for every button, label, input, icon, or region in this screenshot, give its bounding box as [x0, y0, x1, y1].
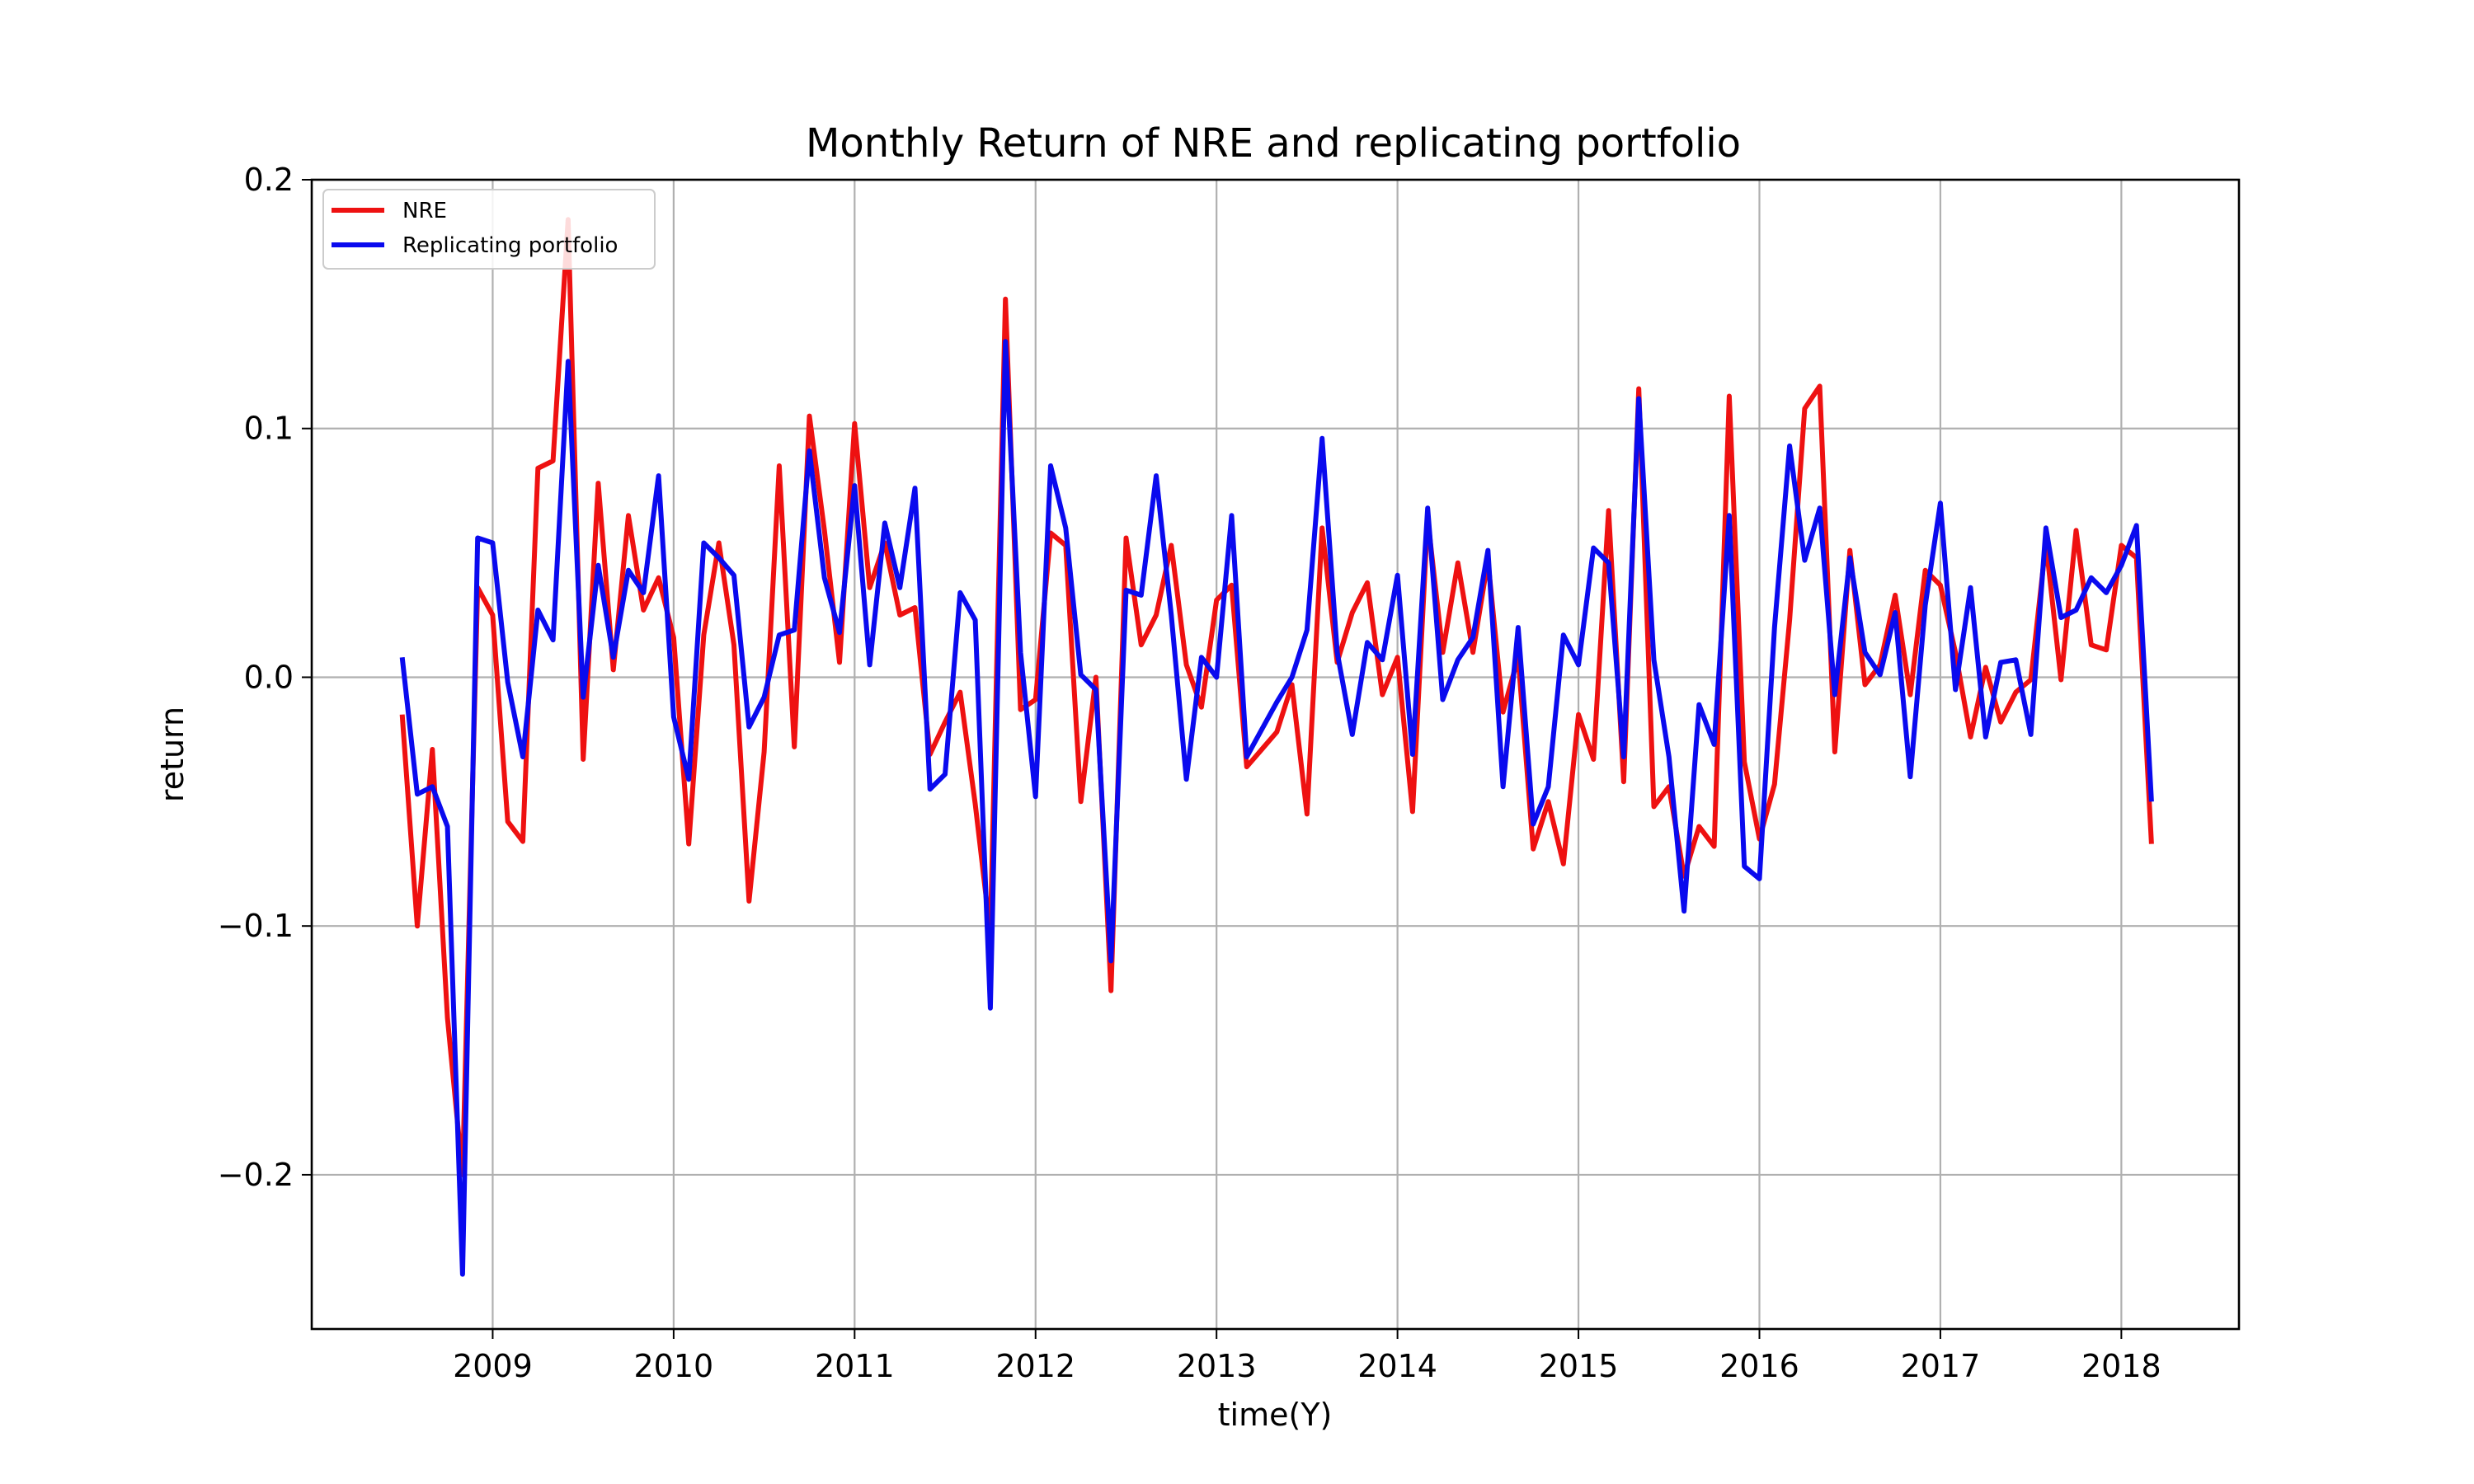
- x-tick-label: 2017: [1901, 1348, 1981, 1384]
- legend: NRE Replicating portfolio: [322, 189, 656, 270]
- y-tick-label: 0.0: [244, 659, 294, 695]
- plot-frame: [310, 178, 2241, 1331]
- y-axis-label: return: [154, 707, 190, 802]
- series-line-replicating-portfolio: [399, 339, 2154, 1277]
- x-tick-label: 2009: [453, 1348, 533, 1384]
- x-tick-label: 2014: [1357, 1348, 1437, 1384]
- x-tick-label: 2012: [995, 1348, 1075, 1384]
- y-tick-label: 0.2: [244, 162, 294, 198]
- x-tick-label: 2016: [1719, 1348, 1799, 1384]
- legend-label-replicating: Replicating portfolio: [402, 233, 618, 258]
- x-tick-label: 2011: [815, 1348, 895, 1384]
- y-tick-label: −0.1: [218, 908, 294, 944]
- legend-box: [322, 189, 656, 270]
- x-tick-label: 2010: [634, 1348, 714, 1384]
- series-layer: [399, 217, 2154, 1277]
- x-tick-label: 2015: [1539, 1348, 1619, 1384]
- y-tick-label: 0.1: [244, 411, 294, 447]
- x-tick-label: 2018: [2081, 1348, 2161, 1384]
- x-axis-label: time(Y): [1218, 1397, 1333, 1433]
- legend-label-nre: NRE: [402, 199, 447, 223]
- series-line-nre: [399, 217, 2154, 1177]
- ticks: 2009 2010 2011 2012 2013 2014 2015 2016 2017 2018…: [218, 162, 2161, 1384]
- chart-title: Monthly Return of NRE and replicating po…: [806, 120, 1741, 167]
- y-tick-label: −0.2: [218, 1157, 294, 1193]
- x-tick-label: 2013: [1177, 1348, 1257, 1384]
